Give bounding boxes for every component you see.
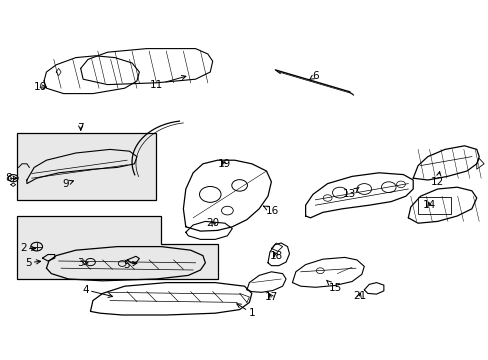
Text: 4: 4 <box>82 285 112 297</box>
Text: 8: 8 <box>5 173 17 183</box>
Text: 9: 9 <box>62 179 73 189</box>
Text: 20: 20 <box>206 218 219 228</box>
Text: 3: 3 <box>77 258 88 268</box>
Text: 18: 18 <box>269 251 283 261</box>
Text: 5: 5 <box>122 260 137 270</box>
Text: 11: 11 <box>149 75 185 90</box>
Bar <box>417 197 450 214</box>
Text: 15: 15 <box>326 280 341 293</box>
Text: 16: 16 <box>263 206 279 216</box>
FancyBboxPatch shape <box>17 133 156 200</box>
Text: 2: 2 <box>20 243 36 253</box>
Text: 6: 6 <box>308 71 318 81</box>
Text: 19: 19 <box>217 159 230 169</box>
Text: 13: 13 <box>342 188 358 199</box>
Text: 12: 12 <box>430 172 444 187</box>
Text: 5: 5 <box>25 258 41 268</box>
Text: 1: 1 <box>236 304 255 318</box>
Text: 14: 14 <box>422 200 435 210</box>
Text: 17: 17 <box>264 292 278 302</box>
Text: 7: 7 <box>77 123 84 133</box>
Text: 21: 21 <box>352 291 366 301</box>
Text: 10: 10 <box>34 82 46 92</box>
Polygon shape <box>17 216 217 279</box>
